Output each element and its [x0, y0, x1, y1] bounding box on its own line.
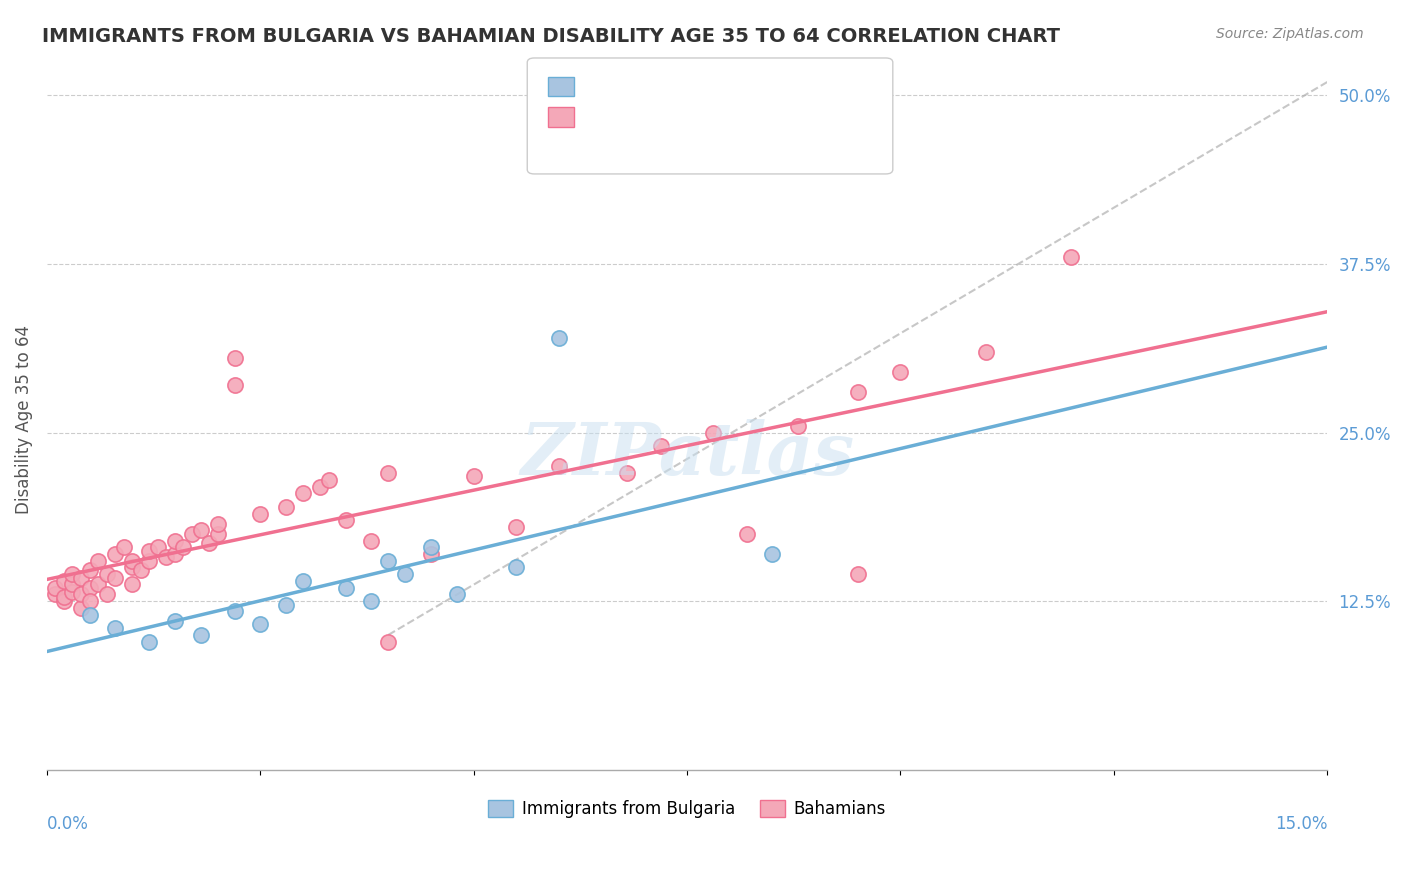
Text: IMMIGRANTS FROM BULGARIA VS BAHAMIAN DISABILITY AGE 35 TO 64 CORRELATION CHART: IMMIGRANTS FROM BULGARIA VS BAHAMIAN DIS… [42, 27, 1060, 45]
Point [96, 587, 118, 601]
Point [163, 533, 186, 548]
Point [318, 473, 340, 487]
Point [360, 533, 382, 548]
Point [463, 468, 485, 483]
Point [172, 541, 194, 555]
Point [70, 571, 93, 585]
Point [79, 563, 101, 577]
Text: R = 0.768: R = 0.768 [579, 78, 669, 96]
Text: N = 18: N = 18 [752, 78, 815, 96]
Point [112, 541, 135, 555]
Point [846, 567, 869, 582]
Point [735, 526, 758, 541]
Point [62, 576, 84, 591]
Text: Source: ZipAtlas.com: Source: ZipAtlas.com [1216, 27, 1364, 41]
Point [104, 571, 127, 585]
Point [129, 563, 152, 577]
Point [787, 418, 810, 433]
Point [62, 567, 84, 582]
Text: 15.0%: 15.0% [1275, 815, 1327, 833]
Point [974, 344, 997, 359]
Point [87, 576, 110, 591]
Point [360, 594, 382, 608]
Point [79, 581, 101, 595]
Point [394, 567, 416, 582]
Point [291, 486, 314, 500]
Y-axis label: Disability Age 35 to 64: Disability Age 35 to 64 [15, 325, 32, 514]
Point [548, 331, 571, 345]
Point [846, 385, 869, 400]
Point [889, 365, 911, 379]
Point [335, 513, 357, 527]
Point [146, 541, 169, 555]
Point [155, 549, 177, 564]
Point [121, 560, 143, 574]
Point [505, 520, 527, 534]
Point [70, 587, 93, 601]
Point [207, 526, 229, 541]
Point [190, 523, 212, 537]
Point [420, 547, 443, 561]
Point [163, 615, 186, 629]
Point [291, 574, 314, 588]
Point [249, 507, 271, 521]
Point [505, 560, 527, 574]
Point [104, 547, 127, 561]
Text: 0.0%: 0.0% [46, 815, 89, 833]
Point [702, 425, 724, 440]
Point [224, 351, 246, 366]
Text: ZIPatlas: ZIPatlas [520, 418, 853, 490]
Point [309, 479, 332, 493]
Point [761, 547, 783, 561]
Point [207, 517, 229, 532]
Point [274, 599, 297, 613]
Text: R = 0.413: R = 0.413 [579, 109, 669, 127]
Point [1060, 250, 1083, 264]
Point [548, 459, 571, 474]
Point [121, 576, 143, 591]
Point [62, 584, 84, 599]
Point [52, 574, 75, 588]
Point [44, 587, 66, 601]
Point [420, 541, 443, 555]
Point [377, 634, 399, 648]
Point [96, 567, 118, 582]
Point [224, 378, 246, 392]
Point [377, 554, 399, 568]
Point [79, 594, 101, 608]
Point [181, 526, 204, 541]
Point [249, 617, 271, 632]
Point [224, 604, 246, 618]
Point [274, 500, 297, 514]
Point [138, 554, 160, 568]
Point [52, 594, 75, 608]
Point [138, 634, 160, 648]
Point [616, 466, 638, 480]
Point [650, 439, 672, 453]
Point [52, 590, 75, 604]
Point [87, 554, 110, 568]
Point [446, 587, 468, 601]
Text: N = 62: N = 62 [752, 109, 815, 127]
Point [190, 628, 212, 642]
Point [198, 536, 221, 550]
Point [44, 581, 66, 595]
Point [377, 466, 399, 480]
Point [163, 547, 186, 561]
Legend: Immigrants from Bulgaria, Bahamians: Immigrants from Bulgaria, Bahamians [482, 793, 893, 824]
Point [79, 607, 101, 622]
Point [121, 554, 143, 568]
Point [104, 621, 127, 635]
Point [70, 601, 93, 615]
Point [335, 581, 357, 595]
Point [138, 544, 160, 558]
